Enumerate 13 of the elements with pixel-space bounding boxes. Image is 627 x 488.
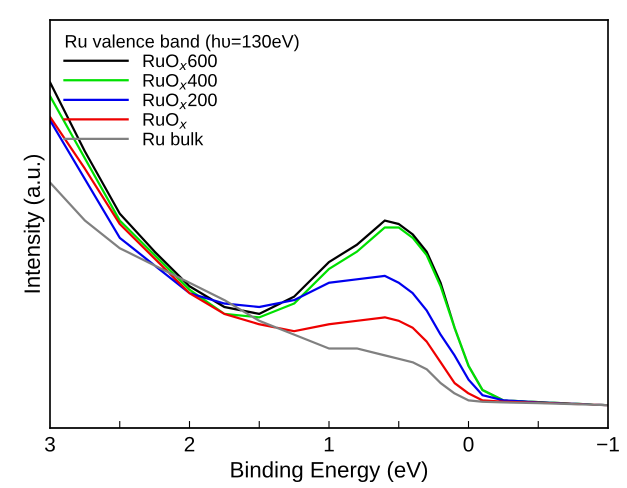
legend-label: Ru bulk — [144, 132, 204, 146]
x-tick-label: 1 — [324, 437, 334, 452]
x-tick-label: 2 — [184, 436, 194, 452]
y-axis-title: Intensity (a.u.) — [24, 154, 44, 292]
legend-label: RuO$_{x}$400 — [144, 74, 217, 90]
x-tick-label: 0 — [464, 436, 474, 452]
legend-label: RuO$_{x}$600 — [144, 54, 217, 70]
legend-title: Ru valence band (hυ=130eV) — [66, 34, 299, 52]
x-axis-title: Binding Energy (eV) — [231, 461, 428, 482]
legend-label: RuO$_{x}$ — [144, 113, 187, 129]
legend-label: RuO$_{x}$200 — [144, 94, 217, 110]
x-tick-label: −1 — [597, 437, 619, 452]
x-tick-label: 3 — [45, 436, 55, 452]
